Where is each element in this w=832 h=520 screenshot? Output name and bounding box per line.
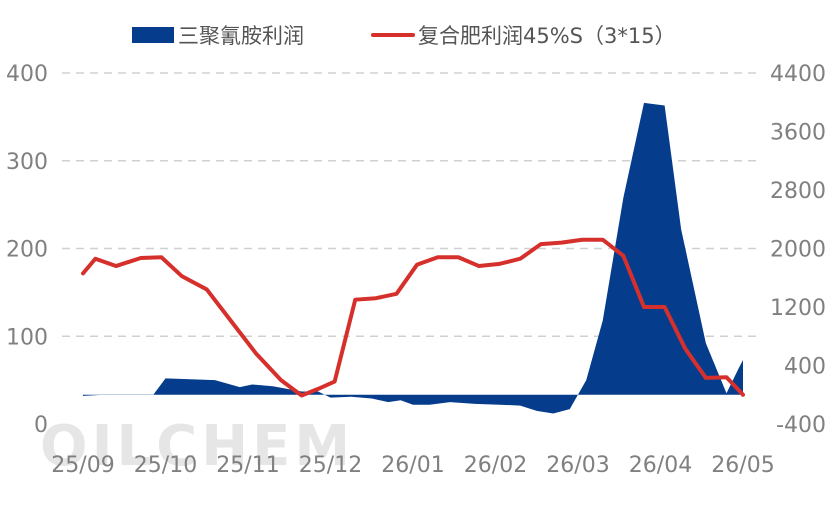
legend-label-melamine: 三聚氰胺利润 [178, 24, 304, 48]
x-tick-label: 26/02 [464, 453, 527, 478]
legend-label-fertilizer: 复合肥利润45%S（3*15） [418, 24, 676, 48]
left-tick-label: 100 [6, 325, 48, 350]
legend: 三聚氰胺利润 复合肥利润45%S（3*15） [132, 24, 676, 48]
x-tick-label: 26/03 [546, 453, 609, 478]
left-tick-label: 0 [34, 413, 48, 438]
right-tick-label: 400 [784, 355, 826, 380]
series-melamine-profit-area [83, 102, 743, 414]
left-tick-label: 400 [6, 62, 48, 87]
left-tick-label: 200 [6, 238, 48, 263]
right-tick-label: 1200 [770, 296, 826, 321]
right-tick-label: 3600 [770, 121, 826, 146]
x-tick-label: 25/09 [51, 453, 114, 478]
series-fertilizer-profit-line [81, 237, 745, 398]
x-tick-label: 25/12 [299, 453, 362, 478]
x-tick-label: 26/01 [381, 453, 444, 478]
watermark-text: OILCHEM [40, 414, 354, 479]
right-tick-label: 2800 [770, 179, 826, 204]
legend-swatch-area [132, 27, 174, 43]
x-tick-label: 26/05 [711, 453, 774, 478]
right-tick-label: 4400 [770, 62, 826, 87]
x-tick-label: 25/11 [216, 453, 279, 478]
left-tick-label: 300 [6, 150, 48, 175]
area-layer [83, 102, 743, 414]
x-tick-label: 25/10 [134, 453, 197, 478]
right-tick-label: 2000 [770, 238, 826, 263]
axis-layer: 0 100 200 300 400 -400 400 1200 2000 2800 3600 4400… [6, 62, 826, 478]
right-tick-label: -400 [776, 413, 826, 438]
line-layer [81, 237, 745, 398]
x-tick-label: 26/04 [629, 453, 692, 478]
